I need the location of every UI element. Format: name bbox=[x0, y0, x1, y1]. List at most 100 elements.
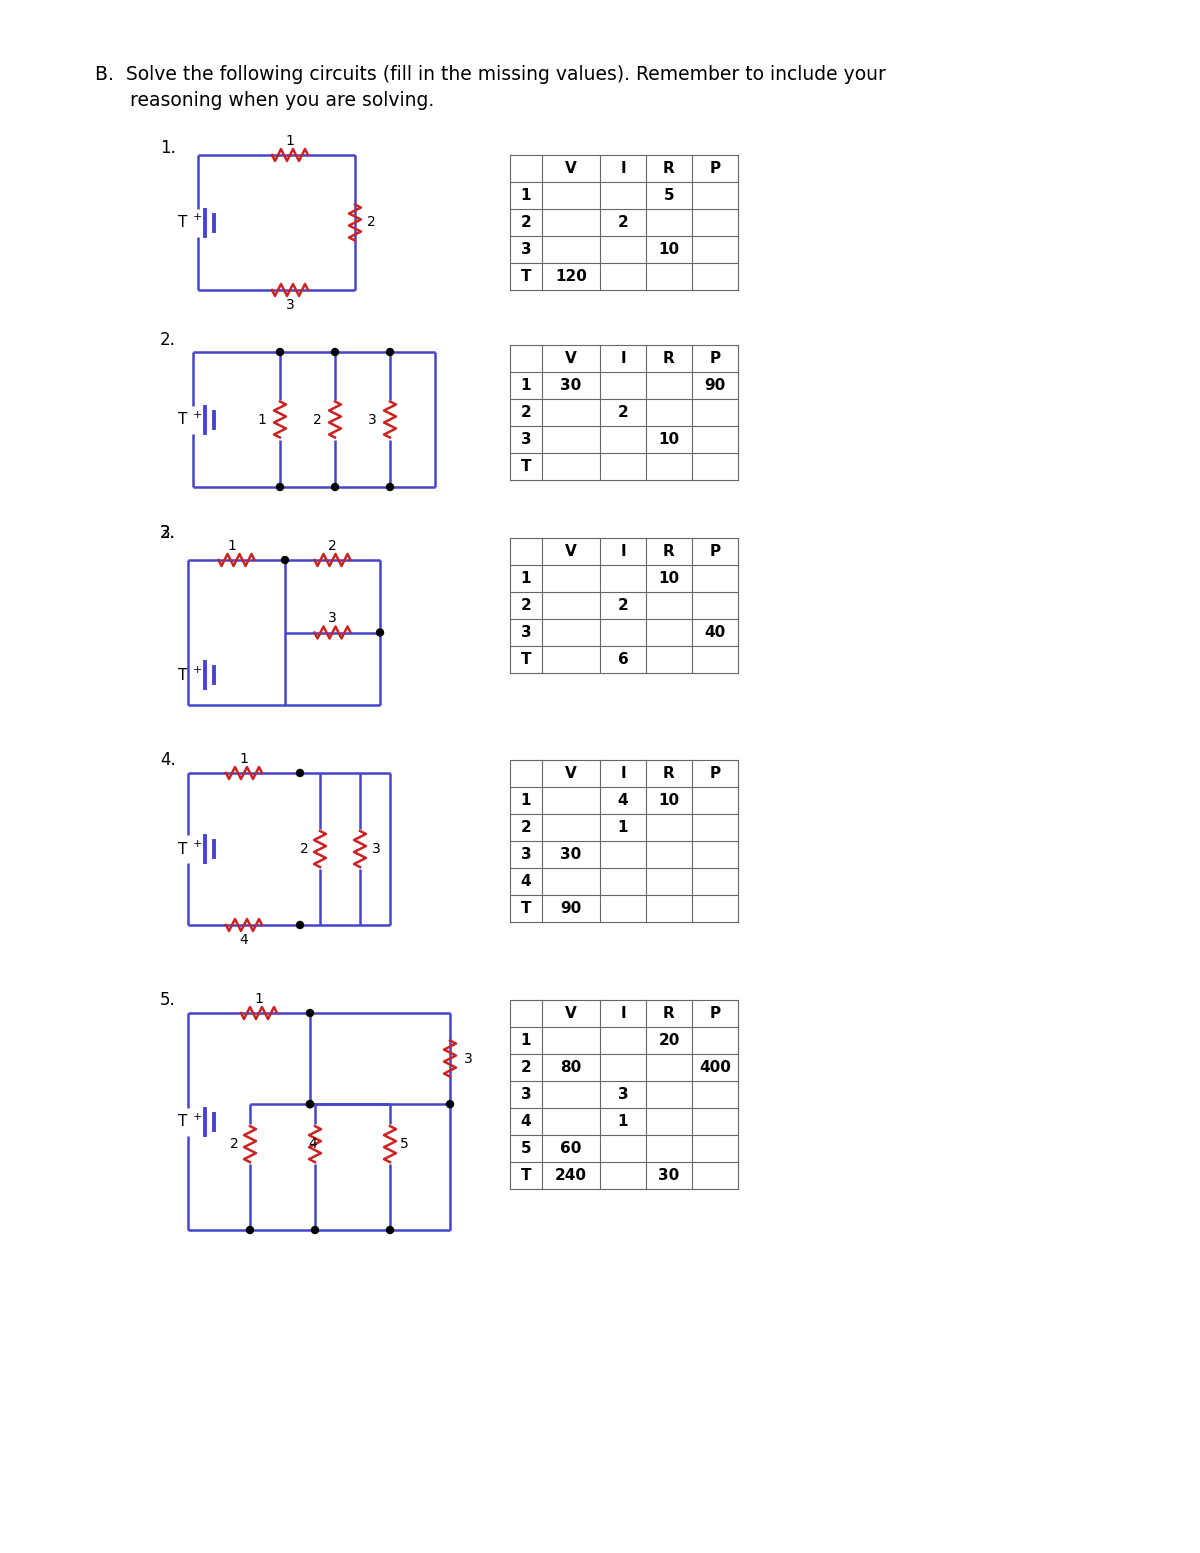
Text: 4.: 4. bbox=[160, 752, 175, 769]
Text: 2.: 2. bbox=[160, 523, 176, 542]
Text: 30: 30 bbox=[659, 1168, 679, 1183]
Text: V: V bbox=[565, 351, 577, 367]
Text: 3: 3 bbox=[328, 612, 337, 626]
Circle shape bbox=[282, 556, 288, 564]
Text: 240: 240 bbox=[554, 1168, 587, 1183]
Text: reasoning when you are solving.: reasoning when you are solving. bbox=[130, 90, 434, 110]
Text: 5.: 5. bbox=[160, 991, 175, 1009]
Circle shape bbox=[296, 921, 304, 929]
Text: 400: 400 bbox=[700, 1061, 731, 1075]
Text: +: + bbox=[192, 410, 202, 419]
Text: 90: 90 bbox=[560, 901, 582, 916]
Text: T: T bbox=[179, 412, 187, 427]
Text: +: + bbox=[192, 839, 202, 849]
Text: 2: 2 bbox=[521, 1061, 532, 1075]
Text: V: V bbox=[565, 544, 577, 559]
Text: 80: 80 bbox=[560, 1061, 582, 1075]
Text: 1: 1 bbox=[258, 413, 266, 427]
Text: 1: 1 bbox=[286, 134, 294, 148]
Text: 1.: 1. bbox=[160, 140, 176, 157]
Circle shape bbox=[386, 348, 394, 356]
Text: 1: 1 bbox=[521, 794, 532, 808]
Text: 1: 1 bbox=[521, 377, 532, 393]
Circle shape bbox=[312, 1227, 318, 1233]
Text: V: V bbox=[565, 766, 577, 781]
Circle shape bbox=[306, 1009, 313, 1017]
Text: T: T bbox=[521, 460, 532, 474]
Text: +: + bbox=[192, 213, 202, 222]
Text: 10: 10 bbox=[659, 432, 679, 447]
Text: 1: 1 bbox=[618, 1114, 629, 1129]
Text: 2.: 2. bbox=[160, 331, 176, 349]
Text: +: + bbox=[192, 665, 202, 676]
Text: 1: 1 bbox=[521, 572, 532, 585]
Text: 120: 120 bbox=[556, 269, 587, 284]
Text: 3: 3 bbox=[286, 298, 294, 312]
Circle shape bbox=[296, 769, 304, 776]
Text: 2: 2 bbox=[521, 214, 532, 230]
Text: +: + bbox=[192, 1112, 202, 1121]
Text: P: P bbox=[709, 544, 720, 559]
Text: 2: 2 bbox=[618, 598, 629, 613]
Text: 60: 60 bbox=[560, 1141, 582, 1155]
Text: T: T bbox=[521, 652, 532, 666]
Text: 3: 3 bbox=[367, 413, 377, 427]
Text: I: I bbox=[620, 766, 626, 781]
Text: 5: 5 bbox=[664, 188, 674, 203]
Text: 10: 10 bbox=[659, 572, 679, 585]
Circle shape bbox=[446, 1101, 454, 1107]
Text: V: V bbox=[565, 162, 577, 175]
Text: R: R bbox=[664, 544, 674, 559]
Text: 30: 30 bbox=[560, 377, 582, 393]
Circle shape bbox=[276, 348, 283, 356]
Text: 1: 1 bbox=[254, 992, 264, 1006]
Text: 4: 4 bbox=[521, 874, 532, 888]
Text: R: R bbox=[664, 351, 674, 367]
Text: 1: 1 bbox=[521, 1033, 532, 1048]
Text: 3: 3 bbox=[618, 1087, 629, 1103]
Text: P: P bbox=[709, 162, 720, 175]
Text: I: I bbox=[620, 351, 626, 367]
Text: T: T bbox=[179, 668, 187, 682]
Text: P: P bbox=[709, 351, 720, 367]
Text: 2: 2 bbox=[313, 413, 322, 427]
Text: 4: 4 bbox=[521, 1114, 532, 1129]
Text: 3.: 3. bbox=[160, 523, 176, 542]
Text: 2: 2 bbox=[521, 598, 532, 613]
Text: 2: 2 bbox=[229, 1137, 239, 1151]
Circle shape bbox=[386, 1227, 394, 1233]
Text: 3: 3 bbox=[521, 1087, 532, 1103]
Text: 3: 3 bbox=[521, 624, 532, 640]
Text: 2: 2 bbox=[521, 820, 532, 836]
Text: 40: 40 bbox=[704, 624, 726, 640]
Text: 3: 3 bbox=[372, 842, 380, 856]
Text: 10: 10 bbox=[659, 242, 679, 256]
Text: 4: 4 bbox=[618, 794, 629, 808]
Text: 1: 1 bbox=[240, 752, 248, 766]
Text: 3: 3 bbox=[463, 1051, 473, 1065]
Text: 20: 20 bbox=[659, 1033, 679, 1048]
Text: P: P bbox=[709, 766, 720, 781]
Circle shape bbox=[306, 1101, 313, 1107]
Text: R: R bbox=[664, 162, 674, 175]
Circle shape bbox=[306, 1101, 313, 1107]
Text: T: T bbox=[179, 1114, 187, 1129]
Text: 2: 2 bbox=[328, 539, 337, 553]
Text: 6: 6 bbox=[618, 652, 629, 666]
Text: R: R bbox=[664, 766, 674, 781]
Text: 10: 10 bbox=[659, 794, 679, 808]
Text: V: V bbox=[565, 1006, 577, 1020]
Text: 5: 5 bbox=[521, 1141, 532, 1155]
Text: T: T bbox=[179, 842, 187, 857]
Text: P: P bbox=[709, 1006, 720, 1020]
Text: T: T bbox=[179, 214, 187, 230]
Text: 1: 1 bbox=[618, 820, 629, 836]
Text: 2: 2 bbox=[618, 214, 629, 230]
Text: 2: 2 bbox=[521, 405, 532, 419]
Text: 3: 3 bbox=[521, 242, 532, 256]
Text: I: I bbox=[620, 544, 626, 559]
Text: 2: 2 bbox=[300, 842, 308, 856]
Circle shape bbox=[386, 483, 394, 491]
Text: I: I bbox=[620, 1006, 626, 1020]
Text: 2: 2 bbox=[618, 405, 629, 419]
